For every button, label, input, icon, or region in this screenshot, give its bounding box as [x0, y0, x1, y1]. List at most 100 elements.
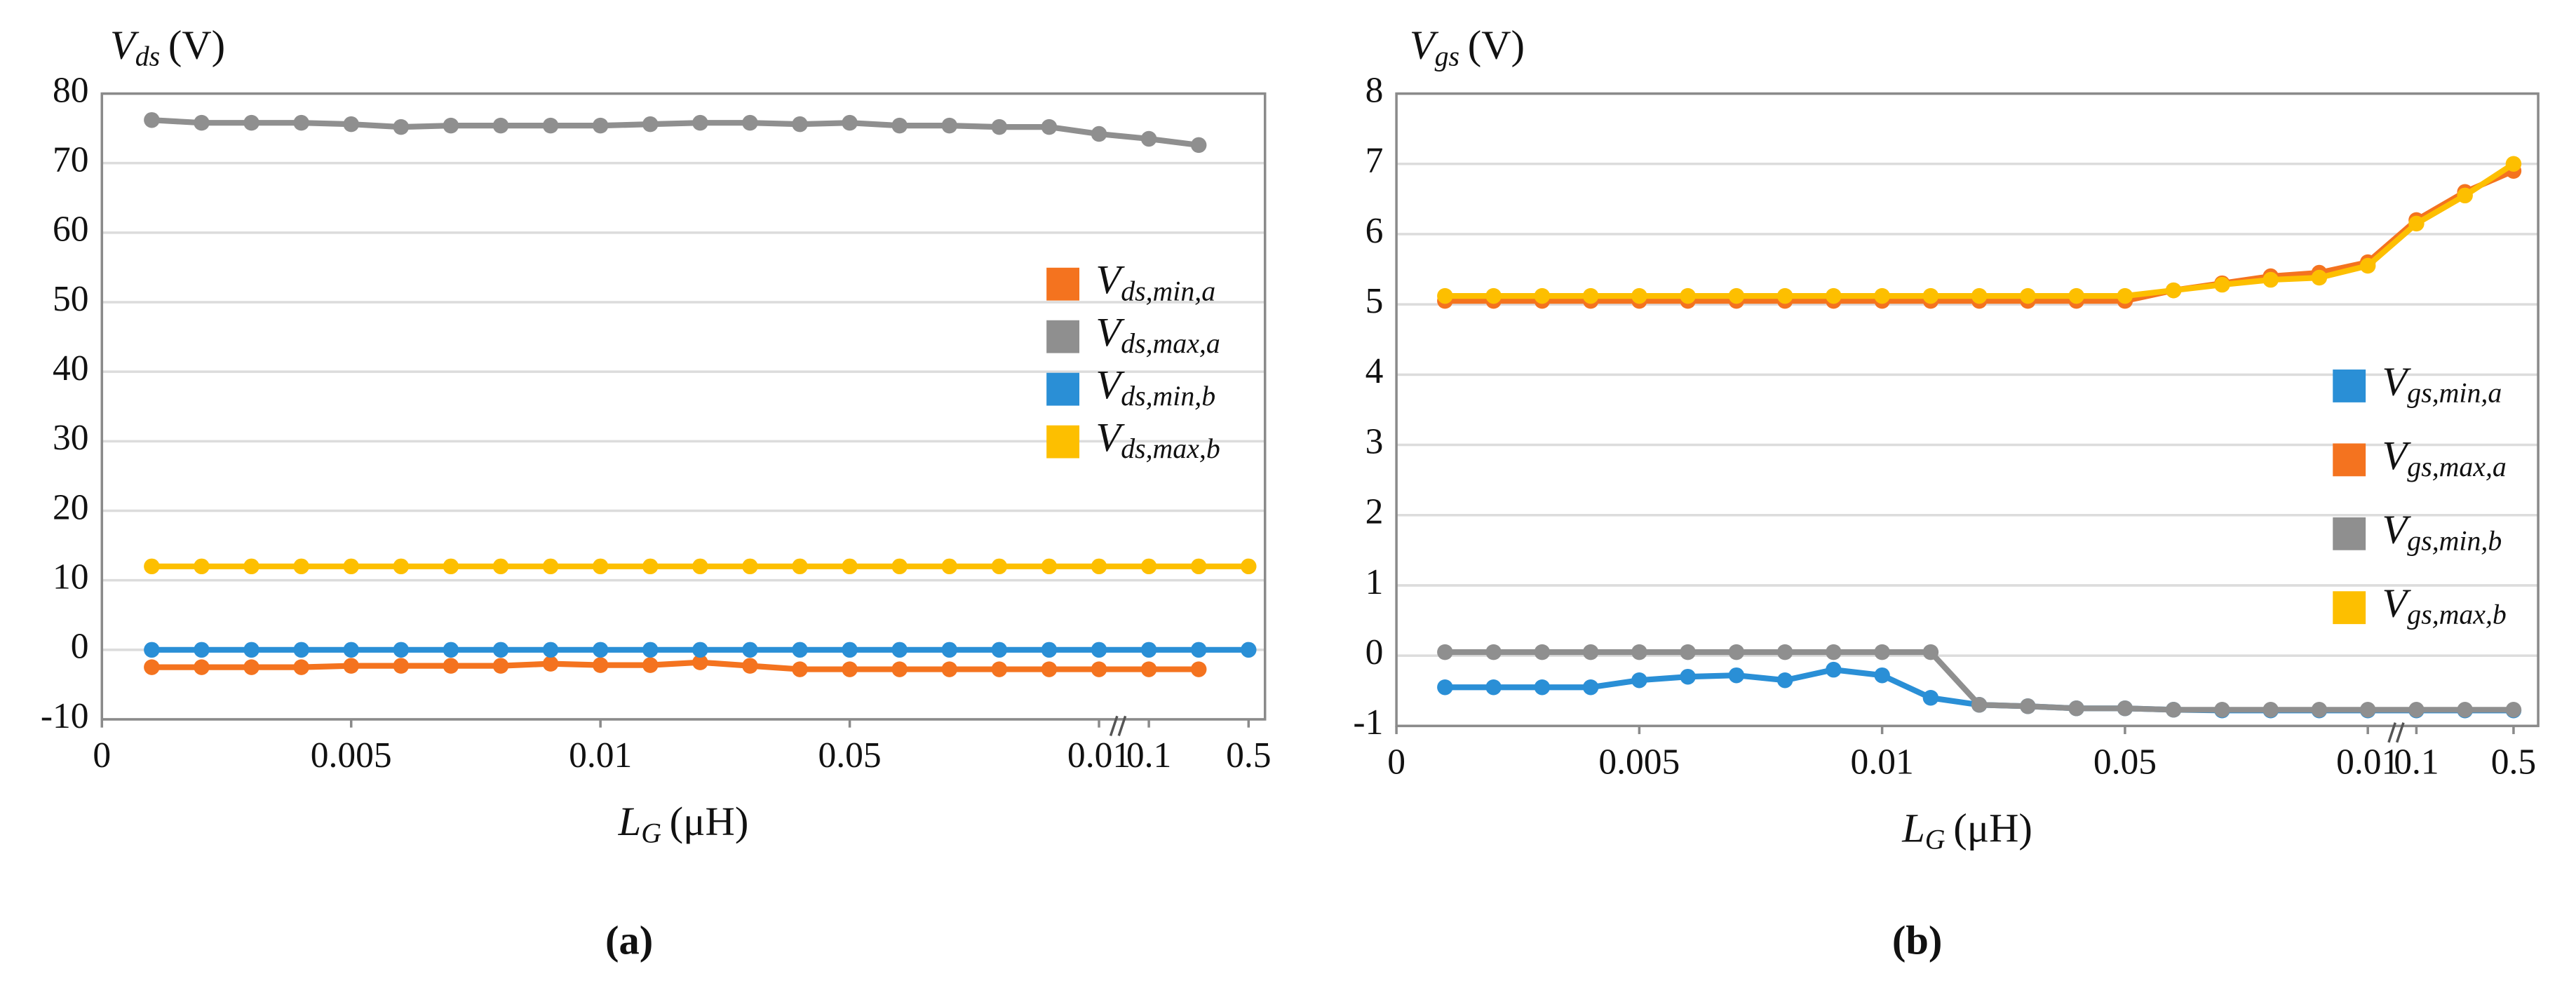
data-point	[891, 642, 908, 658]
data-point	[1140, 558, 1157, 575]
y-tick-label: -1	[1353, 703, 1383, 742]
data-point	[2020, 287, 2036, 304]
legend-label: Vds,min,b	[1095, 362, 1215, 412]
label-unit: (μH)	[1953, 806, 2032, 851]
data-point	[1826, 661, 1842, 678]
data-point	[1776, 644, 1793, 660]
legend-label: Vgs,min,b	[2382, 507, 2502, 557]
data-point	[293, 558, 309, 575]
data-point	[1826, 287, 1842, 304]
legend-label: Vgs,max,a	[2382, 433, 2507, 482]
data-point	[542, 558, 559, 575]
data-point	[991, 642, 1008, 658]
data-point	[1485, 287, 1502, 304]
data-point	[343, 116, 359, 133]
data-point	[2214, 702, 2230, 718]
data-point	[1971, 697, 1988, 713]
x-axis-label: LG (μH)	[1901, 806, 2032, 855]
data-point	[1041, 118, 1058, 135]
x-axis-label: LG (μH)	[618, 799, 749, 849]
data-point	[2408, 215, 2425, 232]
legend-label: Vds,max,b	[1095, 415, 1220, 465]
label-unit: (V)	[168, 22, 225, 68]
legend-label: Vgs,min,a	[2382, 359, 2502, 409]
data-point	[1826, 644, 1842, 660]
data-point	[1776, 287, 1793, 304]
data-point	[592, 558, 609, 575]
data-point	[443, 658, 459, 674]
data-point	[393, 642, 410, 658]
data-point	[144, 659, 160, 675]
data-point	[1241, 558, 1257, 575]
data-point	[492, 558, 509, 575]
legend-swatch	[2333, 443, 2366, 477]
legend-label: Vds,max,a	[1095, 310, 1220, 360]
legend-swatch	[1046, 320, 1080, 353]
data-point	[592, 117, 609, 134]
y-tick-label: 70	[53, 140, 89, 180]
axis-break	[1109, 715, 1127, 736]
y-tick-label: 5	[1365, 281, 1384, 321]
label-subscript: G	[1925, 825, 1946, 855]
data-point	[891, 558, 908, 575]
data-point	[991, 661, 1008, 677]
legend-swatch	[1046, 372, 1080, 406]
series-line	[151, 659, 1199, 672]
data-point	[1041, 642, 1058, 658]
data-point	[792, 558, 808, 575]
x-tick-label: 0.01	[2336, 742, 2399, 782]
x-tick-label: 0.005	[311, 735, 392, 775]
y-tick-label: 4	[1365, 351, 1384, 391]
y-tick-label: 3	[1365, 421, 1384, 461]
data-point	[492, 117, 509, 134]
data-point	[293, 114, 309, 131]
y-tick-label: 40	[53, 348, 89, 388]
y-tick-label: 7	[1365, 141, 1384, 181]
data-point	[1728, 287, 1745, 304]
data-point	[1485, 679, 1502, 696]
legend-swatch	[2333, 591, 2366, 625]
data-point	[1041, 661, 1058, 677]
data-point	[742, 114, 758, 131]
data-point	[2263, 271, 2279, 288]
legend-label: Vgs,max,b	[2382, 581, 2507, 630]
plot-frame	[1395, 92, 2540, 728]
x-tick-label: 0.005	[1598, 742, 1680, 782]
x-tick-label: 0.1	[1126, 735, 1171, 775]
data-point	[1041, 558, 1058, 575]
y-tick-label: 1	[1365, 562, 1384, 602]
data-point	[2359, 257, 2376, 274]
data-point	[1485, 644, 1502, 660]
data-point	[792, 116, 808, 133]
data-point	[2068, 287, 2084, 304]
x-tick-label: 0.05	[818, 735, 882, 775]
y-tick-label: 0	[1365, 632, 1384, 672]
label-unit: (μH)	[670, 799, 749, 845]
data-point	[2117, 700, 2133, 717]
y-tick-label: 80	[53, 70, 89, 110]
data-point	[592, 642, 609, 658]
y-axis-label: Vgs (V)	[1410, 22, 1525, 72]
data-point	[1140, 642, 1157, 658]
data-point	[592, 657, 609, 673]
data-point	[941, 642, 958, 658]
data-point	[1091, 558, 1107, 575]
data-point	[194, 659, 210, 675]
data-point	[2359, 702, 2376, 718]
data-point	[842, 114, 858, 131]
data-point	[842, 558, 858, 575]
data-point	[1728, 667, 1745, 684]
y-tick-label: 6	[1365, 211, 1384, 251]
data-point	[941, 558, 958, 575]
data-point	[642, 558, 659, 575]
data-point	[2311, 702, 2328, 718]
data-point	[2020, 698, 2036, 714]
label-symbol: L	[618, 799, 642, 845]
data-point	[1190, 661, 1207, 677]
y-tick-label: 2	[1365, 492, 1384, 532]
data-point	[542, 656, 559, 672]
data-point	[393, 558, 410, 575]
data-point	[1874, 287, 1890, 304]
legend-swatch	[1046, 425, 1080, 459]
